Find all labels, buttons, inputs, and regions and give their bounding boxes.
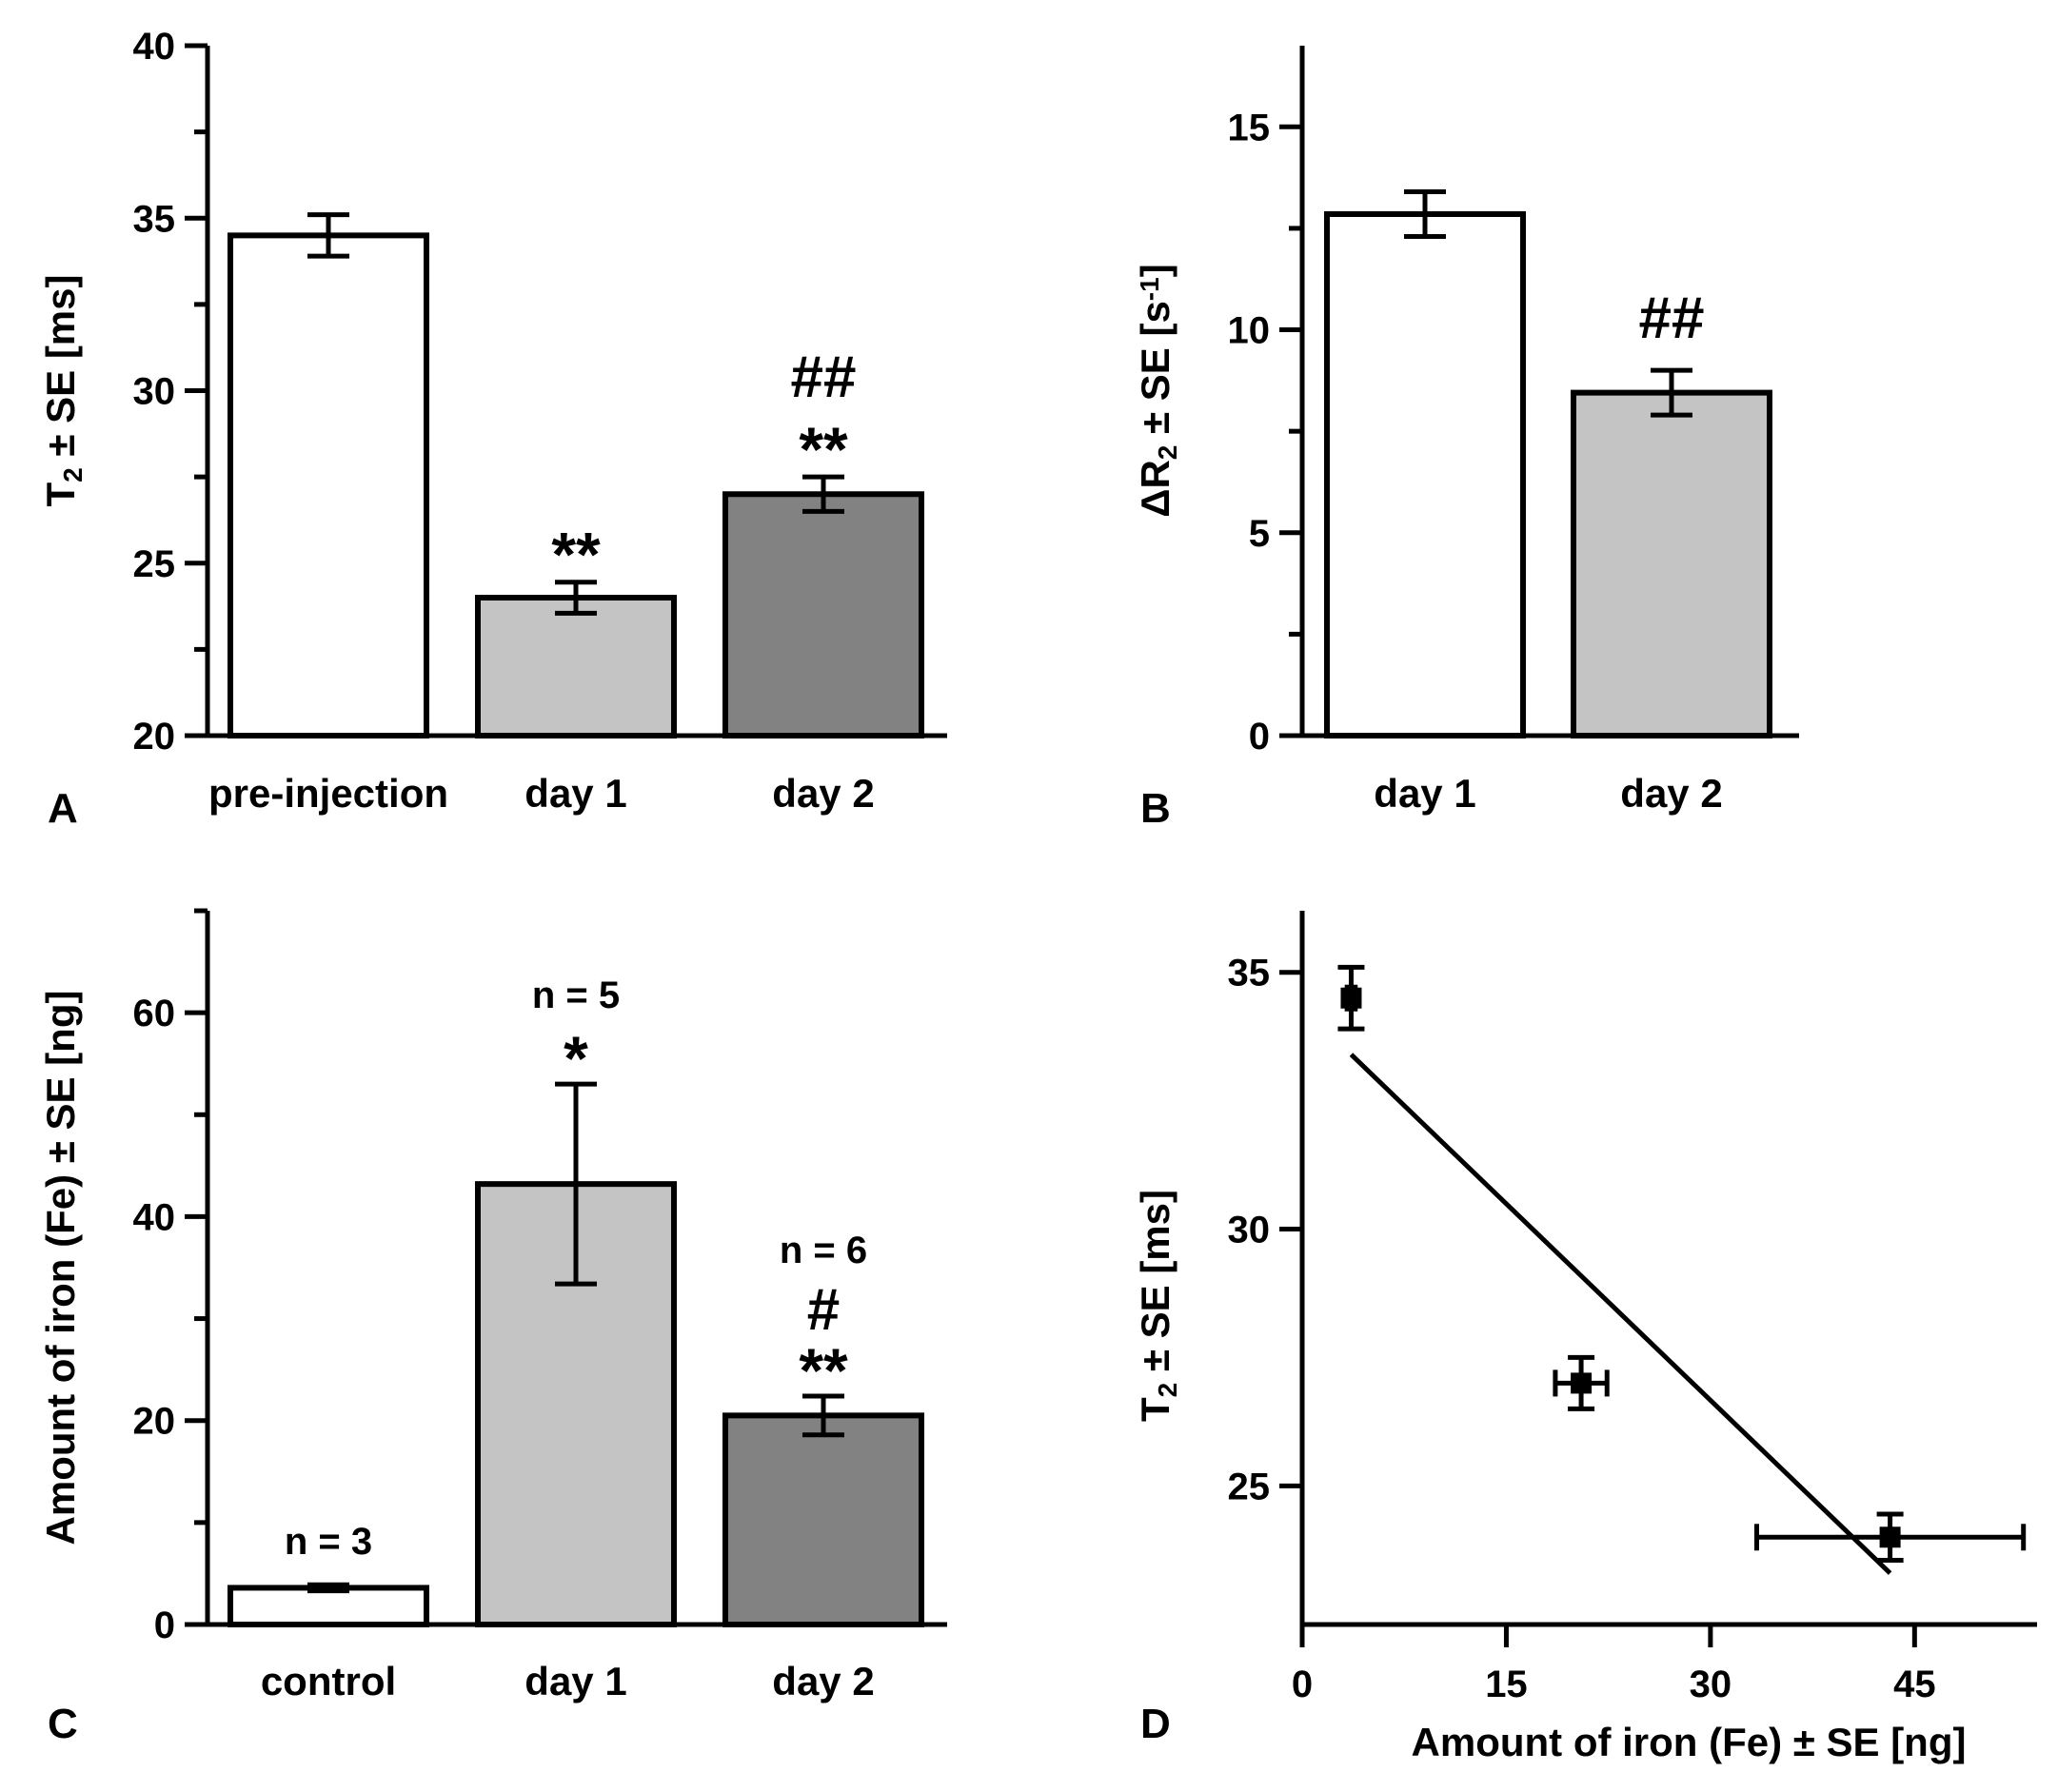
y-axis-title-rest: ± SE [ms] [38,275,83,468]
data-point-3 [1879,1526,1901,1548]
panel-letter: D [1140,1701,1171,1747]
y-axis-title-rest: ± SE [s [1133,301,1177,444]
bar-1 [228,232,429,738]
significance-hash: # [807,1277,840,1343]
x-tick-label: 15 [1485,1664,1528,1705]
y-tick-label: 0 [1249,716,1270,758]
x-tick-label: 45 [1893,1664,1936,1705]
y-axis-title-rest: ± SE [ms] [1133,1190,1177,1383]
y-tick-label: 20 [133,716,176,758]
y-axis-title-subscript: 2 [1153,1383,1182,1398]
y-tick-label: 60 [133,993,176,1034]
category-label: day 1 [524,771,626,816]
y-tick-label: 25 [1228,1466,1271,1507]
category-label: pre-injection [208,771,448,816]
bar-2 [1571,389,1772,738]
bar-3 [722,491,924,738]
y-tick-label: 30 [133,371,176,413]
bar-1 [228,1585,429,1628]
significance-stars: * [564,1023,588,1093]
y-tick-label: 30 [1228,1210,1271,1251]
bar-2 [475,595,677,738]
y-tick-label: 20 [133,1401,176,1443]
category-label: day 2 [772,771,874,816]
x-tick-label: 0 [1292,1664,1313,1705]
panel-C: 0 20 40 60 control n = 3 day 1 * n = 5 day 2 **# n … [38,908,947,1747]
n-label: n = 3 [285,1521,372,1563]
y-axis-title: Amount of iron (Fe) ± SE [ng] [38,991,83,1546]
category-label: day 1 [524,1659,626,1703]
category-label: control [261,1659,396,1703]
bar-1 [1324,210,1526,738]
panel-D: 25 30 35 0 15 30 45 Amount of iron (Fe) ± SE [n… [1133,911,2037,1764]
data-point-1 [1340,987,1362,1009]
panel-letter: A [48,785,78,832]
y-tick-label: 25 [133,543,176,585]
y-tick-label: 40 [133,1196,176,1238]
y-axis-title-subscript: 2 [58,467,88,482]
y-axis-title: T2 ± SE [ms] [1133,1190,1182,1422]
bar-3 [722,1412,924,1628]
n-label: n = 5 [532,975,620,1016]
data-point-2 [1571,1372,1593,1394]
panel-B: 0 5 10 15 day 1 day 2 ## ΔR2 ± SE [s-1] B [1133,46,1799,832]
panel-letter: C [48,1701,78,1747]
panel-letter: B [1140,785,1171,832]
y-tick-label: 40 [133,26,176,68]
y-axis-title-text: Amount of iron (Fe) ± SE [ng] [38,991,83,1546]
category-label: day 2 [1620,771,1722,816]
y-axis-title-main: T [38,482,83,507]
y-tick-label: 35 [1228,953,1271,994]
y-axis-title: ΔR2 ± SE [s-1] [1133,264,1182,517]
y-axis-title-superscript: -1 [1135,277,1164,301]
significance-hash: ## [1639,286,1705,351]
significance-hash: ## [791,345,857,410]
x-tick-label: 30 [1690,1664,1732,1705]
significance-stars: ** [799,1335,848,1406]
x-axis-title: Amount of iron (Fe) ± SE [ng] [1412,1720,1967,1764]
y-tick-label: 5 [1249,513,1270,555]
y-axis-title-main: ΔR [1133,460,1177,518]
y-axis-title-end: ] [1133,264,1177,277]
y-tick-label: 10 [1228,310,1271,352]
regression-line [1349,1053,1892,1575]
y-axis-title: T2 ± SE [ms] [38,275,88,507]
y-tick-label: 35 [133,198,176,240]
y-axis-title-subscript: 2 [1153,445,1182,461]
category-label: day 1 [1374,771,1475,816]
significance-stars: ** [551,520,601,590]
y-tick-label: 15 [1228,107,1271,148]
n-label: n = 6 [780,1230,867,1271]
significance-stars: ** [799,414,848,484]
y-tick-label: 0 [154,1605,175,1646]
category-label: day 2 [772,1659,874,1703]
y-axis-title-main: T [1133,1397,1177,1422]
